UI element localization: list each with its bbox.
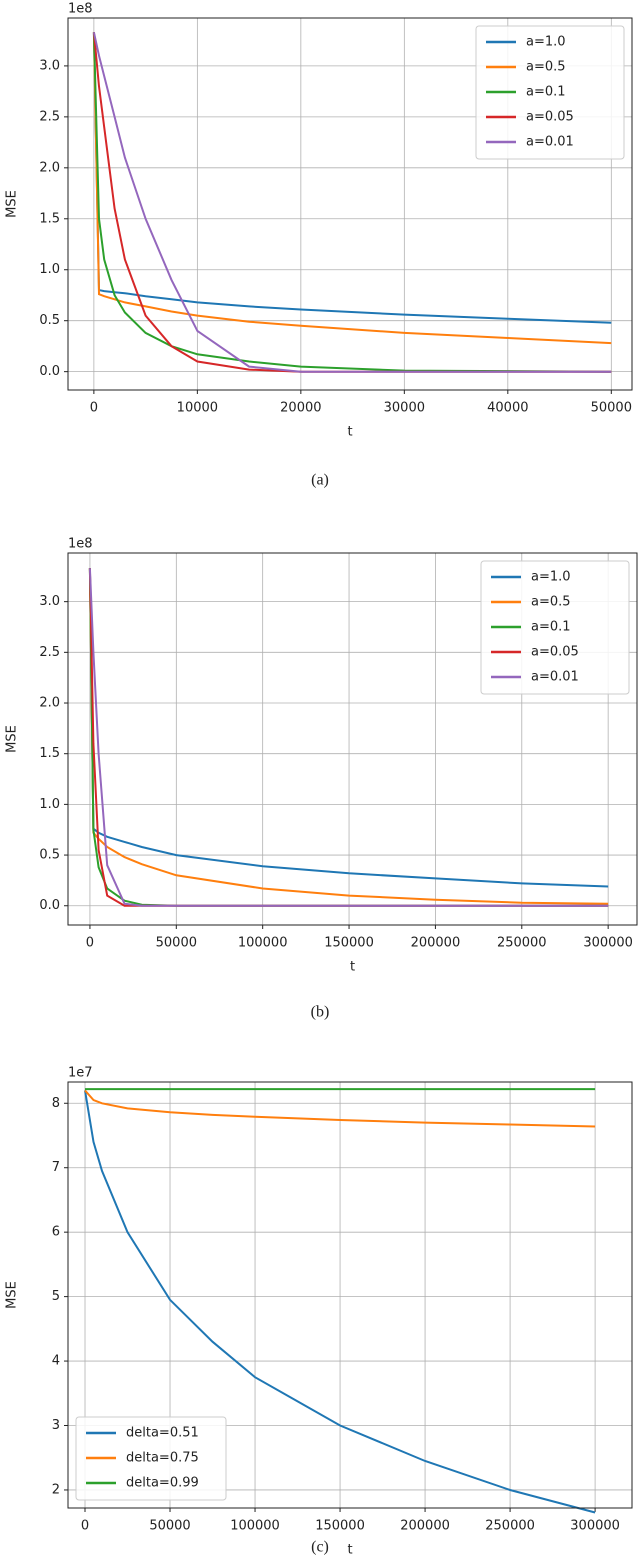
legend: a=1.0 a=0.5 a=0.1 a=0.05 a=0.01 bbox=[475, 25, 625, 160]
x-tick-label: 100000 bbox=[230, 1519, 280, 1534]
x-tick-label: 300000 bbox=[583, 936, 633, 951]
legend-label: a=0.01 bbox=[526, 135, 574, 150]
x-tick-label: 30000 bbox=[384, 401, 425, 416]
y-tick-label: 1.0 bbox=[39, 262, 60, 277]
offset-label: 1e7 bbox=[68, 1066, 93, 1081]
x-axis-label: t bbox=[350, 960, 355, 975]
legend-label: a=1.0 bbox=[531, 570, 571, 585]
legend-label: a=0.05 bbox=[531, 645, 579, 660]
y-axis-label: MSE bbox=[5, 1281, 20, 1309]
legend: a=1.0 a=0.5 a=0.1 a=0.05 a=0.01 bbox=[480, 560, 630, 695]
x-tick-label: 200000 bbox=[400, 1519, 450, 1534]
x-axis-label: t bbox=[347, 425, 352, 440]
legend-label: delta=0.75 bbox=[126, 1451, 199, 1466]
x-tick-label: 250000 bbox=[497, 936, 547, 951]
legend-label: delta=0.51 bbox=[126, 1426, 199, 1441]
y-tick-label: 3.0 bbox=[39, 594, 60, 609]
y-tick-label: 2.5 bbox=[39, 645, 60, 660]
x-tick-label: 200000 bbox=[411, 936, 461, 951]
x-tick-label: 250000 bbox=[485, 1519, 535, 1534]
legend-label: a=0.05 bbox=[526, 110, 574, 125]
y-tick-label: 0.5 bbox=[39, 313, 60, 328]
legend-label: a=1.0 bbox=[526, 35, 566, 50]
legend-box bbox=[75, 1416, 227, 1501]
legend-label: a=0.01 bbox=[531, 670, 579, 685]
legend-box bbox=[480, 560, 630, 695]
y-tick-label: 3.0 bbox=[39, 58, 60, 73]
y-tick-label: 0.5 bbox=[39, 848, 60, 863]
series-line bbox=[84, 1089, 596, 1128]
legend-label: delta=0.99 bbox=[126, 1476, 199, 1491]
y-tick-label: 8 bbox=[52, 1096, 60, 1111]
x-tick-label: 40000 bbox=[487, 401, 528, 416]
legend-label: a=0.5 bbox=[531, 595, 571, 610]
y-tick-label: 2 bbox=[52, 1482, 60, 1497]
y-tick-label: 6 bbox=[52, 1225, 60, 1240]
series-line bbox=[92, 32, 612, 373]
x-tick-label: 0 bbox=[86, 936, 94, 951]
y-tick-label: 1.5 bbox=[39, 211, 60, 226]
y-tick-label: 3 bbox=[52, 1418, 60, 1433]
x-tick-label: 150000 bbox=[315, 1519, 365, 1534]
x-tick-label: 20000 bbox=[280, 401, 321, 416]
offset-label: 1e8 bbox=[68, 2, 93, 17]
y-tick-label: 2.5 bbox=[39, 109, 60, 124]
x-tick-label: 150000 bbox=[324, 936, 374, 951]
plot-frame bbox=[67, 552, 638, 926]
caption: (c) bbox=[311, 1539, 329, 1556]
legend-label: a=0.1 bbox=[526, 85, 566, 100]
x-tick-label: 10000 bbox=[177, 401, 218, 416]
x-tick-label: 0 bbox=[90, 401, 98, 416]
offset-label: 1e8 bbox=[68, 537, 93, 552]
y-tick-label: 1.5 bbox=[39, 746, 60, 761]
plot-lines bbox=[88, 568, 609, 907]
x-tick-label: 0 bbox=[81, 1519, 89, 1534]
plot-frame bbox=[67, 17, 633, 391]
legend-label: a=0.1 bbox=[531, 620, 571, 635]
plot-lines bbox=[92, 32, 612, 373]
y-tick-label: 5 bbox=[52, 1289, 60, 1304]
legend: delta=0.51 delta=0.75 delta=0.99 bbox=[75, 1416, 227, 1501]
y-tick-label: 7 bbox=[52, 1160, 60, 1175]
plot-frame bbox=[67, 1081, 633, 1509]
plot-lines bbox=[84, 1088, 596, 1514]
x-axis-label: t bbox=[347, 1543, 352, 1558]
series-line bbox=[88, 568, 609, 907]
y-tick-label: 2.0 bbox=[39, 696, 60, 711]
y-tick-label: 0.0 bbox=[39, 364, 60, 379]
x-tick-label: 100000 bbox=[238, 936, 288, 951]
legend-label: a=0.5 bbox=[526, 60, 566, 75]
y-axis-label: MSE bbox=[5, 190, 20, 218]
x-tick-label: 50000 bbox=[149, 1519, 190, 1534]
y-tick-label: 2.0 bbox=[39, 160, 60, 175]
caption: (b) bbox=[311, 1004, 330, 1021]
legend-box bbox=[475, 25, 625, 160]
y-tick-label: 0.0 bbox=[39, 898, 60, 913]
series-line bbox=[84, 1090, 596, 1514]
y-tick-label: 4 bbox=[52, 1354, 60, 1369]
y-tick-label: 1.0 bbox=[39, 797, 60, 812]
y-axis-label: MSE bbox=[5, 725, 20, 753]
series-line bbox=[92, 32, 612, 324]
x-tick-label: 50000 bbox=[156, 936, 197, 951]
x-tick-label: 300000 bbox=[570, 1519, 620, 1534]
caption: (a) bbox=[311, 472, 329, 489]
x-tick-label: 50000 bbox=[591, 401, 632, 416]
series-line bbox=[92, 32, 612, 345]
